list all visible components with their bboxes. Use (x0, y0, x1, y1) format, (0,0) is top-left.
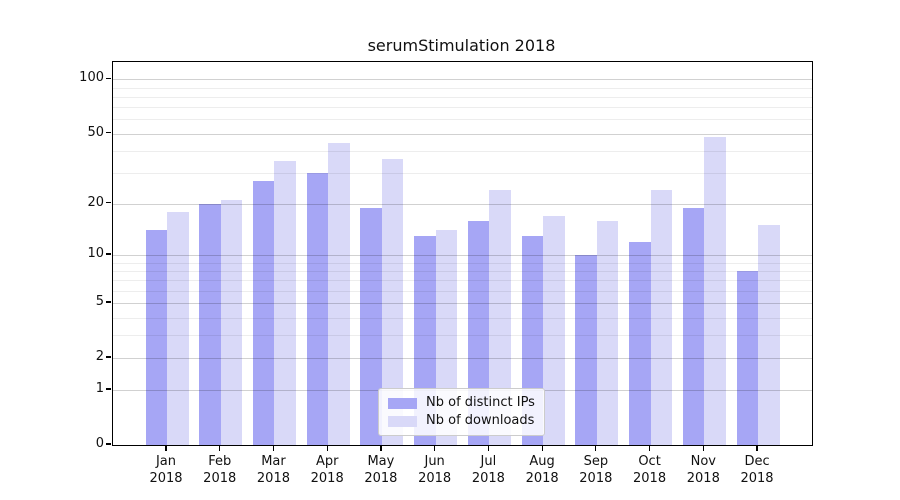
legend-swatch-downloads (388, 415, 417, 427)
x-tick-aug (541, 445, 543, 451)
gridline-major-50 (113, 133, 812, 135)
x-tick-jun (434, 445, 436, 451)
y-tick-label-100: 100 (79, 70, 104, 86)
y-tick-5 (106, 301, 111, 303)
x-tick-label-may: May 2018 (364, 454, 398, 486)
bar-distinct-ips-mar (252, 181, 275, 445)
x-tick-apr (326, 445, 328, 451)
y-tick-2 (106, 356, 111, 358)
plot-clip (113, 62, 812, 445)
plot-area (112, 61, 813, 446)
bar-downloads-nov (704, 136, 726, 445)
gridline-major-100 (113, 79, 812, 81)
y-tick-100 (106, 77, 111, 79)
x-tick-label-nov: Nov 2018 (686, 454, 720, 486)
bar-distinct-ips-may (360, 207, 382, 445)
y-tick-20 (106, 202, 111, 204)
x-tick-mar (272, 445, 275, 451)
y-tick-label-0: 0 (95, 436, 104, 451)
chart-title: serumStimulation 2018 (367, 36, 556, 55)
x-tick-dec (756, 445, 758, 451)
legend-label-downloads: Nb of downloads (426, 413, 535, 428)
y-tick-1 (106, 388, 111, 390)
y-tick-0 (106, 443, 111, 445)
bar-distinct-ips-oct (629, 241, 651, 445)
bar-downloads-dec (758, 225, 780, 445)
gridline-minor-90 (113, 87, 812, 89)
x-tick-feb (219, 445, 221, 451)
y-tick-10 (106, 253, 111, 255)
bar-distinct-ips-sep (575, 255, 597, 445)
x-tick-label-apr: Apr 2018 (310, 454, 344, 486)
bar-distinct-ips-jan (145, 230, 167, 445)
gridline-minor-70 (113, 107, 812, 109)
x-tick-label-aug: Aug 2018 (525, 454, 559, 486)
x-tick-oct (648, 445, 651, 451)
legend-item-distinct-ips: Nb of distinct IPs (388, 396, 535, 410)
legend: Nb of distinct IPs Nb of downloads (378, 388, 545, 436)
x-tick-label-mar: Mar 2018 (256, 454, 290, 486)
x-tick-label-jan: Jan 2018 (149, 454, 183, 486)
bar-distinct-ips-nov (682, 207, 705, 445)
y-tick-label-50: 50 (87, 124, 104, 140)
y-tick-label-20: 20 (87, 194, 104, 210)
bar-downloads-apr (328, 143, 350, 445)
bar-distinct-ips-feb (199, 203, 221, 445)
x-tick-nov (702, 445, 704, 451)
bar-downloads-oct (650, 190, 673, 445)
x-tick-label-feb: Feb 2018 (203, 454, 237, 486)
bar-downloads-may (381, 158, 404, 445)
x-tick-jan (165, 445, 167, 451)
x-tick-sep (595, 445, 597, 451)
gridline-minor-80 (113, 96, 812, 98)
y-tick-label-5: 5 (95, 294, 104, 310)
x-tick-jul (487, 445, 489, 451)
x-tick-label-jul: Jul 2018 (471, 454, 505, 486)
bar-distinct-ips-dec (736, 270, 759, 445)
x-tick-may (380, 445, 382, 451)
bar-downloads-aug (543, 216, 565, 445)
legend-item-downloads: Nb of downloads (388, 414, 535, 428)
legend-swatch-distinct-ips (388, 397, 417, 409)
y-tick-50 (106, 131, 111, 134)
legend-label-distinct-ips: Nb of distinct IPs (426, 395, 535, 410)
bar-downloads-jan (167, 211, 189, 445)
bar-downloads-jul (489, 190, 511, 445)
y-tick-label-2: 2 (95, 348, 104, 364)
y-tick-label-10: 10 (87, 246, 104, 262)
bar-downloads-mar (274, 161, 296, 445)
x-tick-label-oct: Oct 2018 (633, 454, 667, 486)
gridline-minor-60 (113, 119, 812, 121)
x-tick-label-dec: Dec 2018 (740, 454, 774, 486)
bar-downloads-sep (596, 220, 619, 445)
x-tick-label-jun: Jun 2018 (418, 454, 452, 486)
bar-distinct-ips-apr (306, 172, 329, 445)
x-tick-label-sep: Sep 2018 (579, 454, 613, 486)
y-tick-label-1: 1 (95, 381, 104, 397)
bar-downloads-feb (220, 200, 243, 445)
